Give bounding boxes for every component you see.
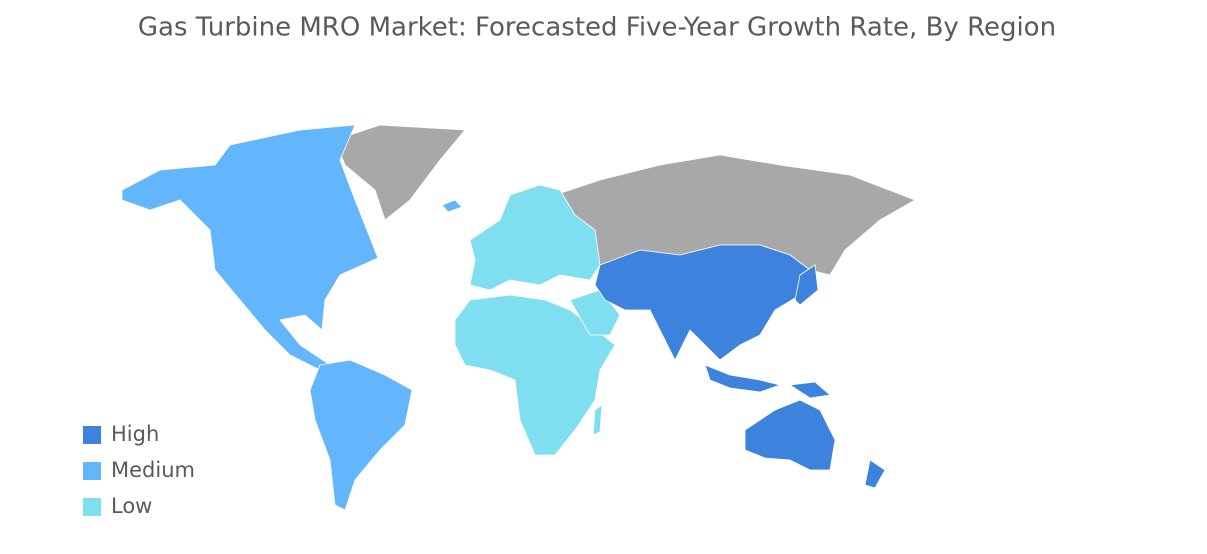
legend-label: Low	[111, 494, 152, 518]
japan	[794, 264, 819, 306]
new-zealand	[864, 459, 886, 489]
legend-swatch	[83, 462, 101, 480]
north-america	[121, 124, 379, 371]
australia	[744, 399, 836, 471]
south-america	[309, 359, 413, 511]
africa	[454, 294, 616, 456]
legend-swatch	[83, 426, 101, 444]
legend-label: Medium	[111, 458, 195, 482]
indonesia	[704, 364, 782, 393]
legend-swatch	[83, 498, 101, 516]
greenland	[334, 124, 466, 221]
legend: High Medium Low	[83, 422, 195, 518]
world-map	[121, 124, 916, 511]
madagascar	[592, 404, 603, 436]
asia	[594, 244, 811, 361]
map-title: Gas Turbine MRO Market: Forecasted Five-…	[138, 13, 1056, 43]
europe	[469, 184, 601, 291]
new-guinea	[788, 381, 831, 399]
iceland	[441, 199, 463, 213]
legend-label: High	[111, 422, 159, 446]
